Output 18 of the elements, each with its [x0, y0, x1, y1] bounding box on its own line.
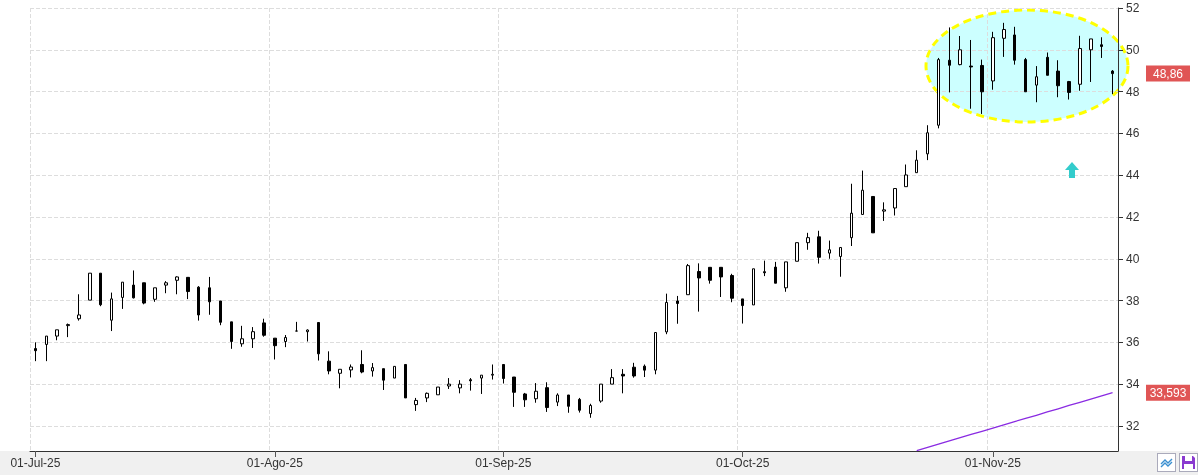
y-tick-label: 38 [1126, 293, 1140, 308]
y-tick-label: 48 [1126, 84, 1140, 99]
x-tick-label: 01-Nov-25 [964, 456, 1022, 470]
text: 33,593 [1149, 385, 1187, 400]
x-tick-label: 01-Sep-25 [475, 456, 532, 470]
y-tick-label: 42 [1126, 209, 1140, 224]
y-tick-label: 46 [1126, 126, 1140, 141]
x-tick-label: 01-Jul-25 [10, 456, 61, 470]
y-tick-label: 44 [1126, 168, 1140, 183]
text: 48,86 [1152, 66, 1184, 81]
x-tick-label: 01-Ago-25 [246, 456, 304, 470]
y-tick-label: 52 [1126, 1, 1140, 15]
y-tick-label: 34 [1126, 377, 1140, 392]
y-tick-label: 40 [1126, 251, 1140, 266]
y-tick-label: 50 [1126, 42, 1140, 57]
y-tick-label: 32 [1126, 418, 1140, 433]
y-tick-label: 36 [1126, 335, 1140, 350]
x-tick-label: 01-Oct-25 [715, 456, 770, 470]
